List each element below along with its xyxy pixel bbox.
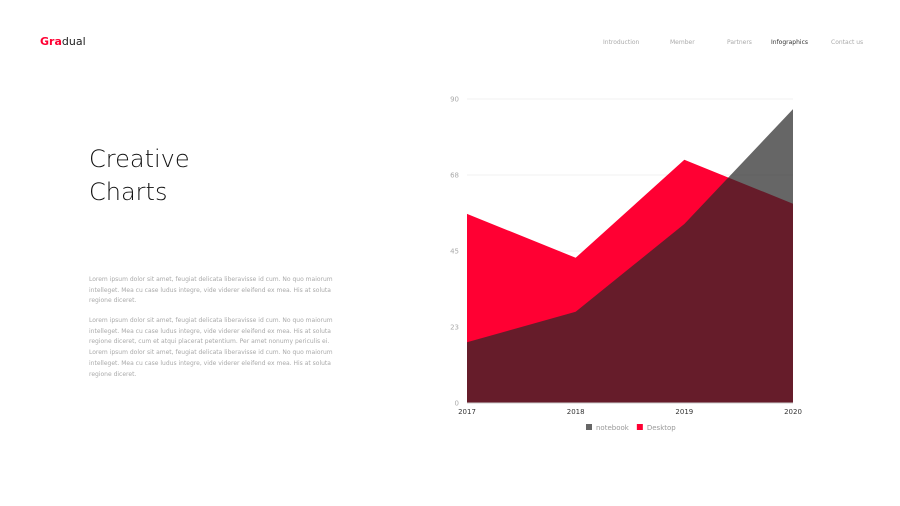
- nav-contact-us[interactable]: Contact us: [831, 39, 864, 46]
- nav-infographics[interactable]: Infographics: [771, 39, 809, 46]
- x-tick-label: 2019: [675, 408, 693, 416]
- nav-partners[interactable]: Partners: [727, 39, 752, 46]
- nav-member[interactable]: Member: [670, 39, 695, 46]
- legend-label-desktop: Desktop: [647, 424, 676, 432]
- x-tick-label: 2018: [567, 408, 585, 416]
- nav-introduction[interactable]: Introduction: [603, 39, 640, 46]
- legend-label-notebook: notebook: [596, 424, 630, 432]
- y-tick-label: 90: [450, 96, 459, 104]
- y-tick-label: 45: [450, 248, 459, 256]
- area-notebook: [467, 109, 793, 403]
- y-tick-label: 0: [455, 400, 459, 408]
- page-title: Creative Charts: [89, 145, 190, 206]
- x-tick-label: 2017: [458, 408, 476, 416]
- y-tick-label: 23: [450, 324, 459, 332]
- paragraph-2: Lorem ipsum dolor sit amet, feugiat deli…: [89, 317, 333, 378]
- y-tick-label: 68: [450, 172, 459, 180]
- logo[interactable]: Gradual: [40, 35, 86, 48]
- paragraph-1: Lorem ipsum dolor sit amet, feugiat deli…: [89, 276, 333, 305]
- legend-swatch-desktop: [636, 424, 643, 430]
- x-tick-label: 2020: [784, 408, 802, 416]
- legend-swatch-notebook: [586, 424, 592, 430]
